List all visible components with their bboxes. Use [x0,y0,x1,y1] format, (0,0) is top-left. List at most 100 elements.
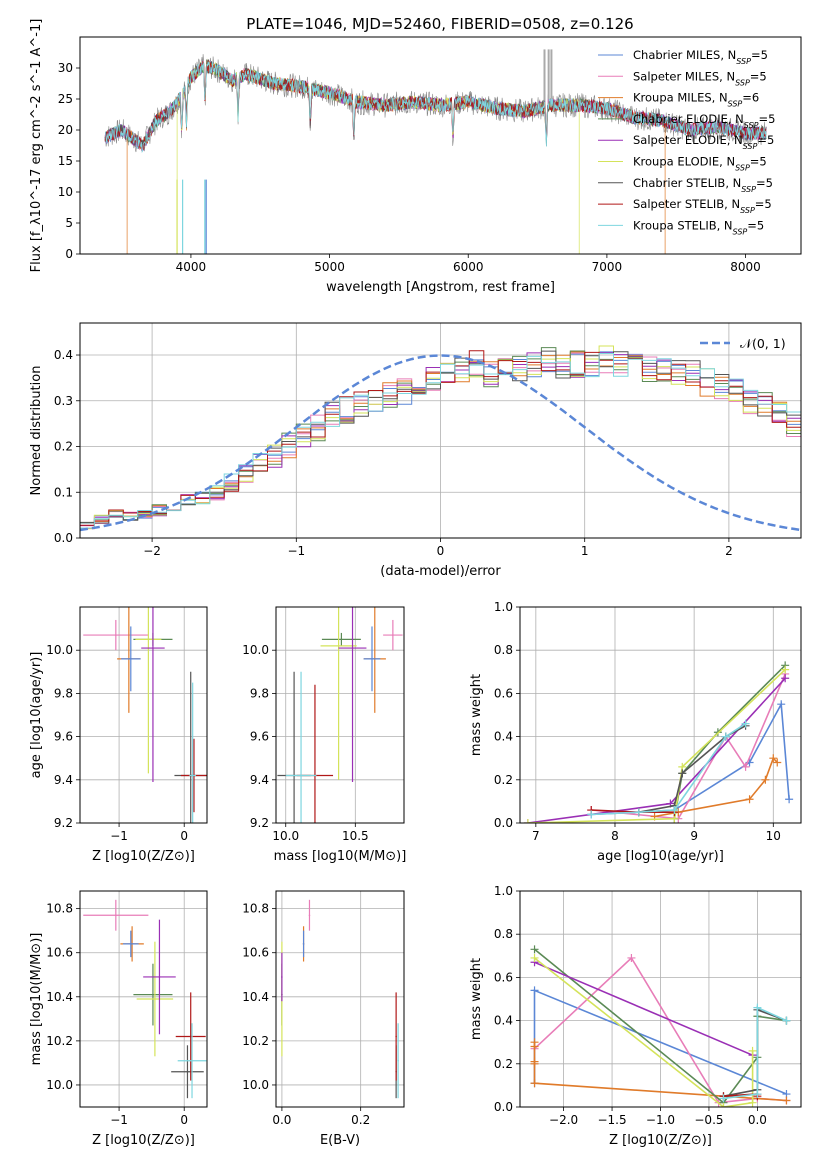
x-tick-label: 4000 [176,260,207,274]
x-tick-label: −2 [143,544,161,558]
series-marker [741,762,750,771]
y-tick-label: 9.4 [54,773,73,787]
chart-weight_vs_age: 7 8 9 10 0.0 0.2 0.4 0.6 0.8 1.0 age [log10(age/yr… [469,600,802,864]
plot-area [530,945,791,1107]
y-tick-label: 9.2 [54,816,73,830]
x-tick-label: 2 [725,544,733,558]
x-axis-label: E(B-V) [320,1133,360,1148]
series-marker [781,665,790,674]
series-marker [745,795,754,804]
y-tick-label: 1.0 [494,884,513,898]
legend-label: Kroupa ELODIE, NSSP=5 [633,155,767,173]
data-point [371,658,373,660]
y-tick-label: 10.0 [46,643,73,657]
y-tick-label: 0.0 [494,1100,513,1114]
histogram-step [80,350,801,526]
histogram-step [80,347,801,524]
data-point [186,1070,189,1073]
plot-area [83,899,207,1099]
legend-label: Chabrier MILES, NSSP=5 [633,48,768,66]
y-tick-label: 0.6 [494,970,513,984]
x-tick-label: 10.5 [342,829,369,843]
y-tick-label: 10.4 [242,990,269,1004]
x-tick-label: 0.0 [272,1113,291,1127]
y-tick-label: 9.8 [250,686,269,700]
plot-area [281,899,399,1099]
y-axis-label: mass weight [469,674,484,756]
figure-title: PLATE=1046, MJD=52460, FIBERID=0508, z=0… [246,15,633,33]
x-tick-label: 1 [581,544,589,558]
legend-label: 𝒩(0, 1) [740,336,786,351]
y-tick-label: 10.4 [46,990,73,1004]
data-point [392,634,394,636]
histogram-step [80,350,801,524]
data-point [397,1059,399,1062]
data-point [147,638,150,641]
y-axis-label: age [log10(age/yr)] [29,652,44,779]
y-tick-label: 30 [58,61,73,75]
chart-residual_histogram: 𝒩(0, 1) −2 −1 0 1 2 0.0 0.1 0.2 0.3 0.4 (data-model… [29,322,802,579]
y-tick-label: 10.0 [242,1078,269,1092]
x-tick-label: −1.5 [597,1113,626,1127]
x-axis-label: Z [log10(Z/Z⊙)] [609,1133,712,1148]
spectrum-legend: Chabrier MILES, NSSP=5 Salpeter MILES, NS… [598,48,775,236]
y-tick-label: 0.8 [494,643,513,657]
x-tick-label: 10.0 [272,829,299,843]
axes-frame [275,606,405,824]
chart-mass_vs_Z: −1 0 10.0 10.2 10.4 10.6 10.8 Z [log10(Z/Z⊙)] ma… [29,890,208,1148]
series-marker [769,754,778,763]
y-tick-label: 10.6 [46,946,73,960]
y-tick-label: 9.2 [250,816,269,830]
series-marker [523,819,532,823]
y-tick-label: 0.1 [54,485,73,499]
y-tick-label: 9.6 [250,730,269,744]
data-point [158,976,161,978]
x-tick-label: −1 [110,829,128,843]
axes-frame [79,890,208,1108]
data-point [130,943,132,945]
series-marker [530,953,539,962]
series-marker [530,945,539,954]
chart-age_vs_Z: −1 0 9.2 9.4 9.6 9.8 10.0 Z [log10(Z/Z⊙)] age [l… [29,606,208,864]
histogram-step [80,351,801,524]
y-tick-label: 15 [58,154,73,168]
y-tick-label: 10.8 [242,902,269,916]
legend-label: Salpeter MILES, NSSP=5 [633,69,767,87]
model-spectrum [104,61,767,154]
series-marker [530,986,539,995]
data-point [395,1035,397,1038]
y-tick-label: 10 [58,185,73,199]
data-point [340,638,343,641]
series-line [591,722,747,816]
x-axis-label: mass [log10(M/M⊙)] [274,849,407,864]
chart-spectrum: Chabrier MILES, NSSP=5 Salpeter MILES, NS… [29,19,802,295]
legend-label: Chabrier ELODIE, NSSP=5 [633,112,775,129]
x-tick-label: 0 [180,1113,188,1127]
y-axis-label: Normed distribution [29,366,44,496]
series-marker [530,1059,539,1068]
data-point [302,943,305,945]
chart-age_vs_mass: 10.0 10.5 9.2 9.4 9.6 9.8 10.0 mass [log10(M/M⊙… [242,606,407,864]
data-point [152,647,154,649]
series-line [534,957,754,1107]
x-tick-label: 0.0 [748,1113,767,1127]
legend-label: Kroupa STELIB, NSSP=5 [633,218,764,236]
series-marker [634,808,643,817]
legend-label: Chabrier STELIB, NSSP=5 [633,176,773,194]
axes-frame [275,890,405,1108]
x-axis-label: (data-model)/error [380,564,501,579]
y-tick-label: 10.0 [46,1078,73,1092]
data-point [281,976,283,978]
data-point [351,647,354,649]
axes-frame [79,36,802,255]
y-tick-label: 0.0 [54,531,73,545]
data-point [308,914,311,917]
series-marker [782,1016,791,1025]
x-tick-label: −1.0 [646,1113,675,1127]
series-marker [719,1103,728,1107]
legend-label: Kroupa MILES, NSSP=6 [633,91,759,109]
series-line [723,1008,787,1097]
x-tick-label: 8 [611,829,619,843]
y-tick-label: 10.0 [242,643,269,657]
